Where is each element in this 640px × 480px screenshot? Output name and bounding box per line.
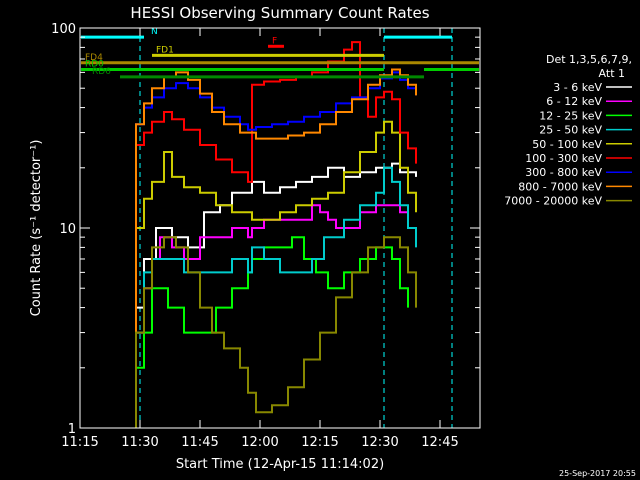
series-line-8: [135, 236, 417, 428]
legend-label-1: 6 - 12 keV: [546, 95, 602, 108]
series-line-2: [135, 236, 409, 428]
series-line-1: [135, 204, 417, 428]
attenuator-vlines: [139, 28, 453, 428]
series-line-6: [135, 71, 417, 428]
y-tick-label-1: 10: [59, 222, 76, 237]
series-line-0: [135, 162, 417, 428]
x-axis-ticks: 11:15 11:30 11:45 12:00 12:15 12:30 12:45: [61, 28, 459, 450]
x-tick-label-3: 12:00: [241, 435, 278, 450]
x-tick-label-1: 11:30: [121, 435, 158, 450]
legend-label-7: 800 - 7000 keV: [518, 180, 602, 193]
legend-label-5: 100 - 300 keV: [525, 152, 602, 165]
legend-header-2: Att 1: [599, 67, 625, 80]
series-line-7: [135, 68, 417, 428]
flag-label-2: FD1: [156, 45, 174, 55]
x-tick-label-4: 12:15: [301, 435, 338, 450]
series-line-3: [135, 166, 417, 428]
x-tick-label-5: 12:30: [361, 435, 398, 450]
legend-label-4: 50 - 100 keV: [532, 138, 602, 151]
legend-label-6: 300 - 800 keV: [525, 166, 602, 179]
series-line-4: [135, 120, 417, 428]
x-tick-label-2: 11:45: [181, 435, 218, 450]
legend-label-8: 7000 - 20000 keV: [504, 195, 602, 208]
y-axis-label: Count Rate (s⁻¹ detector⁻¹): [29, 140, 44, 317]
flag-label-3: FD4: [85, 53, 103, 63]
flag-label-5: RD6: [92, 67, 111, 77]
legend-label-2: 12 - 25 keV: [539, 109, 602, 122]
chart-title: HESSI Observing Summary Count Rates: [130, 4, 429, 22]
x-tick-label-0: 11:15: [61, 435, 98, 450]
x-axis-label: Start Time (12-Apr-15 11:14:02): [176, 457, 384, 472]
y-tick-label-0: 1: [68, 422, 76, 437]
series-line-5: [135, 41, 417, 428]
legend-label-3: 25 - 50 keV: [539, 124, 602, 137]
x-tick-label-6: 12:45: [421, 435, 458, 450]
series-layer: [135, 41, 417, 428]
footer-timestamp: 25-Sep-2017 20:55: [559, 469, 636, 478]
y-axis-ticks: 1 10 100: [51, 22, 480, 437]
flag-label-0: N: [151, 27, 158, 37]
flag-label-4: RD0: [85, 60, 104, 70]
y-tick-label-2: 100: [51, 22, 76, 37]
legend-label-0: 3 - 6 keV: [553, 81, 602, 94]
flag-label-1: F: [272, 36, 277, 46]
legend-header-1: Det 1,3,5,6,7,9,: [546, 53, 632, 66]
